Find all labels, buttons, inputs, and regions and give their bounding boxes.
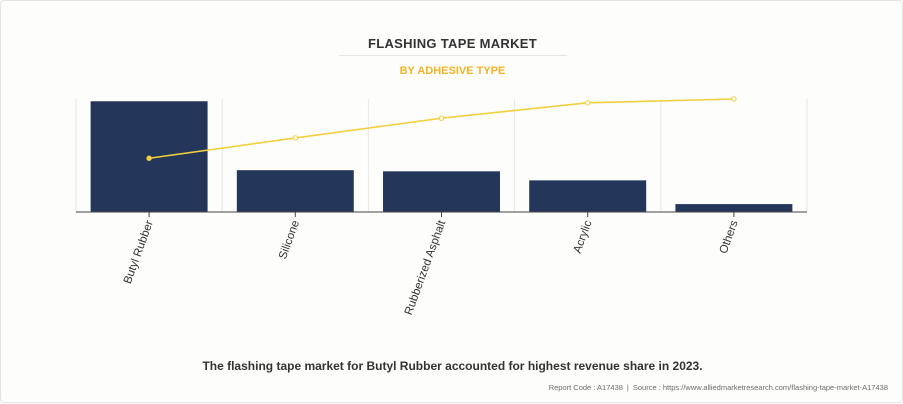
footer-separator: |: [626, 383, 629, 392]
cumulative-line: [146, 96, 737, 161]
bar-others: [675, 204, 793, 212]
x-tick-label: Butyl Rubber: [122, 219, 156, 286]
chart-caption: The flashing tape market for Butyl Rubbe…: [202, 359, 703, 373]
x-tick-label: Silicone: [277, 219, 302, 261]
x-tick-label: Others: [718, 219, 741, 256]
gridlines: [75, 99, 808, 212]
line-point: [731, 96, 737, 102]
x-tick-label: Rubberized Asphalt: [403, 218, 449, 317]
line-point: [146, 155, 152, 161]
source-link[interactable]: Source : https://www.alliedmarketresearc…: [632, 383, 888, 392]
x-axis-labels: Butyl Rubber Silicone Rubberized Asphalt Ac…: [122, 218, 741, 317]
chart-title: FLASHING TAPE MARKET: [368, 36, 537, 51]
x-tick-label: Acrylic: [572, 219, 595, 255]
report-footer: Report Code : A17438 | Source : https://ww…: [549, 383, 888, 392]
title-divider: [339, 55, 567, 56]
line-point: [438, 115, 445, 121]
bar-rubberized-asphalt: [383, 171, 500, 212]
bar-acrylic: [529, 180, 647, 212]
cumulative-line-path: [148, 98, 734, 160]
x-axis-ticks: [148, 212, 735, 217]
report-code: Report Code : A17438: [548, 383, 623, 392]
chart-subtitle: BY ADHESIVE TYPE: [399, 65, 506, 77]
line-point: [292, 135, 298, 141]
line-point: [585, 100, 591, 106]
bar-silicone: [236, 170, 354, 212]
